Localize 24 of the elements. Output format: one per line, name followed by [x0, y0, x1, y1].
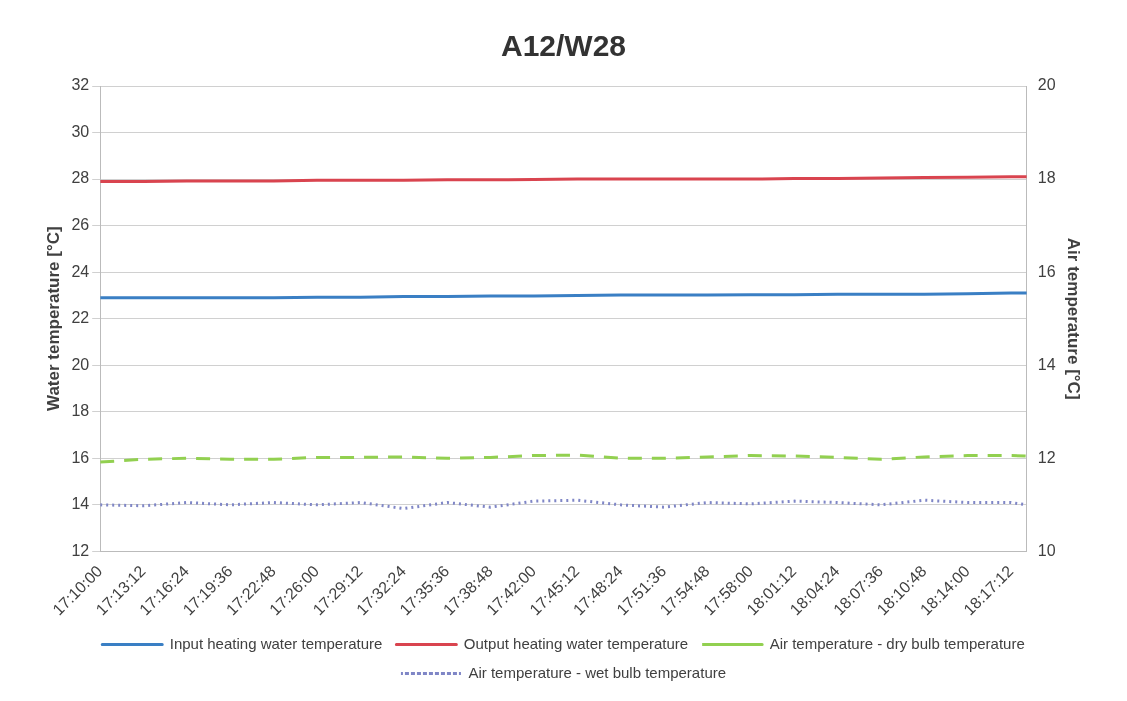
y-tick-label: 12: [71, 541, 90, 559]
y2-tick-label: 12: [1037, 448, 1056, 466]
legend-label: Input heating water temperature: [169, 634, 383, 652]
y-tick-label: 20: [71, 355, 90, 373]
y-tick-label: 14: [71, 495, 90, 513]
y-tick-label: 18: [71, 402, 90, 420]
y2-tick-label: 16: [1037, 262, 1056, 280]
y2-tick-label: 14: [1037, 355, 1056, 373]
legend-label: Air temperature - wet bulb temperature: [468, 663, 727, 681]
y2-tick-label: 20: [1037, 76, 1056, 94]
legend-label: Air temperature - dry bulb temperature: [769, 634, 1025, 652]
chart-title: A12/W28: [500, 29, 627, 63]
y-tick-label: 26: [71, 216, 90, 234]
y2-axis-title: Air temperature [°C]: [1064, 237, 1084, 400]
y-tick-label: 28: [71, 169, 90, 187]
legend-label: Output heating water temperature: [463, 634, 689, 652]
y-tick-label: 32: [71, 76, 90, 94]
y2-tick-label: 10: [1037, 541, 1056, 559]
y-tick-label: 16: [71, 448, 90, 466]
y-tick-label: 24: [71, 262, 90, 280]
y2-tick-label: 18: [1037, 169, 1056, 187]
y-tick-label: 30: [71, 122, 90, 140]
y-axis-title: Water temperature [°C]: [43, 226, 63, 412]
y-tick-label: 22: [71, 309, 90, 327]
